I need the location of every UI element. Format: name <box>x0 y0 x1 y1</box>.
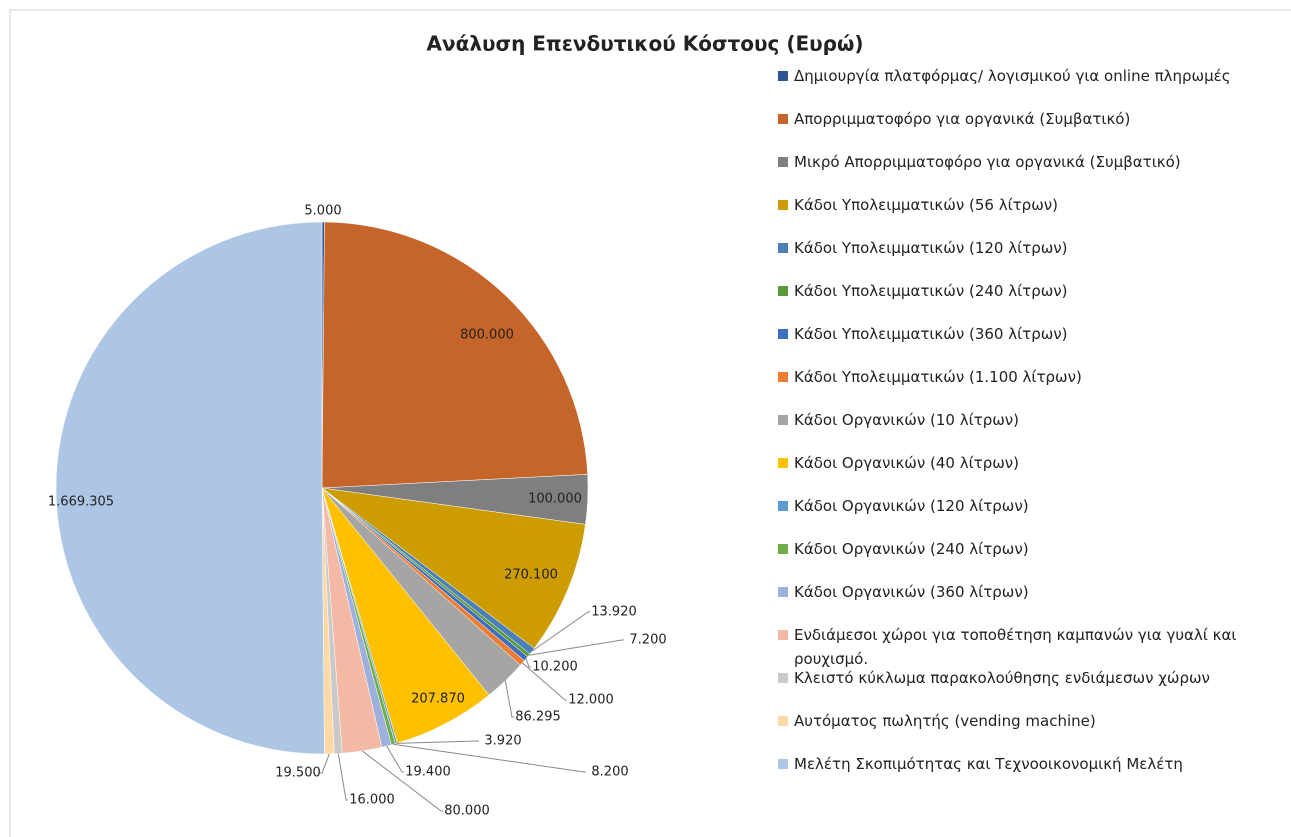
data-label: 5.000 <box>304 204 341 219</box>
leader-line <box>386 745 404 773</box>
data-label: 100.000 <box>528 492 582 507</box>
leader-line <box>525 658 531 668</box>
legend-item: Κλειστό κύκλωμα παρακολούθησης ενδιάμεσω… <box>778 666 1278 709</box>
pie-slice <box>55 221 325 755</box>
legend-label: Κάδοι Οργανικών (10 λίτρων) <box>794 411 1020 429</box>
legend-item: Κάδοι Υπολειμματικών (240 λίτρων) <box>778 279 1278 322</box>
leader-line <box>337 753 348 801</box>
leader-line <box>393 743 586 773</box>
legend-swatch <box>778 501 788 511</box>
legend-item: Αυτόματος πωλητής (vending machine) <box>778 709 1278 752</box>
legend-label: Ενδιάμεσοι χώροι για τοποθέτηση καμπανών… <box>794 626 1237 668</box>
data-label: 80.000 <box>444 804 490 819</box>
legend-swatch <box>778 243 788 253</box>
pie-slice <box>321 487 586 649</box>
data-label: 10.200 <box>532 660 578 675</box>
legend-label: Απορριμματοφόρο για οργανικά (Συμβατικό) <box>794 110 1131 128</box>
legend-item: Απορριμματοφόρο για οργανικά (Συμβατικό) <box>778 107 1278 150</box>
legend-label: Δημιουργία πλατφόρμας/ λογισμικού για on… <box>794 67 1231 85</box>
legend-item: Κάδοι Υπολειμματικών (1.100 λίτρων) <box>778 365 1278 408</box>
legend-swatch <box>778 458 788 468</box>
legend-swatch <box>778 372 788 382</box>
data-label: 13.920 <box>591 605 637 620</box>
legend-label: Κάδοι Οργανικών (120 λίτρων) <box>794 497 1029 515</box>
legend-label: Μικρό Απορριμματοφόρο για οργανικά (Συμβ… <box>794 153 1181 171</box>
legend-item: Κάδοι Οργανικών (240 λίτρων) <box>778 537 1278 580</box>
leader-line <box>396 740 479 744</box>
data-label: 270.100 <box>504 568 558 583</box>
legend-swatch <box>778 716 788 726</box>
legend-swatch <box>778 630 788 640</box>
legend-swatch <box>778 114 788 124</box>
data-label: 19.400 <box>405 765 451 780</box>
leader-line <box>522 662 567 701</box>
legend-swatch <box>778 587 788 597</box>
legend-label: Μελέτη Σκοπιμότητας και Τεχνοοικονομική … <box>794 755 1183 773</box>
legend-swatch <box>778 71 788 81</box>
legend-item: Κάδοι Υπολειμματικών (360 λίτρων) <box>778 322 1278 365</box>
legend-swatch <box>778 415 788 425</box>
chart-border <box>9 9 1291 837</box>
legend-label: Κάδοι Υπολειμματικών (56 λίτρων) <box>794 196 1058 214</box>
legend-label: Κάδοι Υπολειμματικών (240 λίτρων) <box>794 282 1068 300</box>
leader-line <box>528 639 624 656</box>
legend-label: Αυτόματος πωλητής (vending machine) <box>794 712 1096 730</box>
data-label: 86.295 <box>515 710 561 725</box>
data-label: 16.000 <box>349 793 395 808</box>
legend-label: Κάδοι Υπολειμματικών (360 λίτρων) <box>794 325 1068 343</box>
data-label: 8.200 <box>591 765 628 780</box>
legend-item: Κάδοι Οργανικών (40 λίτρων) <box>778 451 1278 494</box>
pie-slice <box>321 221 588 489</box>
data-label: 19.500 <box>275 766 321 781</box>
legend-item: Μελέτη Σκοπιμότητας και Τεχνοοικονομική … <box>778 752 1278 795</box>
legend-swatch <box>778 673 788 683</box>
legend-label: Κάδοι Υπολειμματικών (1.100 λίτρων) <box>794 368 1082 386</box>
legend-swatch <box>778 544 788 554</box>
data-label: 12.000 <box>568 693 614 708</box>
legend-swatch <box>778 759 788 769</box>
data-label: 7.200 <box>629 633 666 648</box>
legend-swatch <box>778 200 788 210</box>
legend-item: Μικρό Απορριμματοφόρο για οργανικά (Συμβ… <box>778 150 1278 193</box>
legend-item: Ενδιάμεσοι χώροι για τοποθέτηση καμπανών… <box>778 623 1278 668</box>
data-label: 207.870 <box>411 692 465 707</box>
legend-item: Δημιουργία πλατφόρμας/ λογισμικού για on… <box>778 64 1278 107</box>
data-label: 800.000 <box>460 328 514 343</box>
chart-title: Ανάλυση Επενδυτικού Κόστους (Ευρώ) <box>426 32 863 56</box>
legend-item: Κάδοι Υπολειμματικών (56 λίτρων) <box>778 193 1278 236</box>
legend-item: Κάδοι Οργανικών (10 λίτρων) <box>778 408 1278 451</box>
legend-swatch <box>778 157 788 167</box>
leader-line <box>361 750 443 812</box>
legend-label: Κάδοι Οργανικών (40 λίτρων) <box>794 454 1020 472</box>
legend-item: Κάδοι Οργανικών (360 λίτρων) <box>778 580 1278 623</box>
legend-swatch <box>778 329 788 339</box>
legend-item: Κάδοι Υπολειμματικών (120 λίτρων) <box>778 236 1278 279</box>
leader-line <box>320 753 330 774</box>
legend-label: Κάδοι Οργανικών (240 λίτρων) <box>794 540 1029 558</box>
leader-line <box>504 680 514 718</box>
legend-label: Κάδοι Υπολειμματικών (120 λίτρων) <box>794 239 1068 257</box>
data-label: 3.920 <box>484 734 521 749</box>
legend-swatch <box>778 286 788 296</box>
legend-label: Κάδοι Οργανικών (360 λίτρων) <box>794 583 1029 601</box>
leader-line <box>531 611 590 652</box>
legend-label: Κλειστό κύκλωμα παρακολούθησης ενδιάμεσω… <box>794 669 1210 687</box>
data-label: 1.669.305 <box>48 495 114 510</box>
legend-item: Κάδοι Οργανικών (120 λίτρων) <box>778 494 1278 537</box>
